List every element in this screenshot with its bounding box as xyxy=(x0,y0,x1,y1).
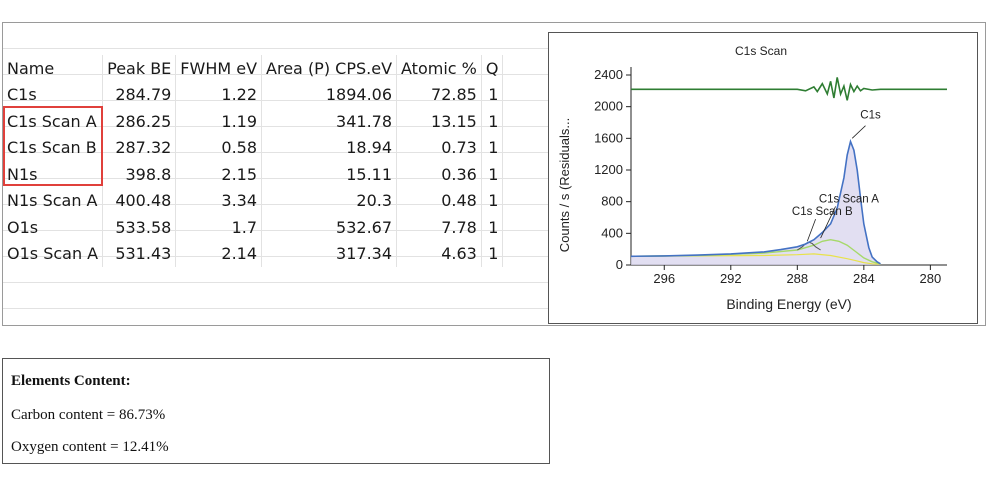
x-tick-label: 296 xyxy=(653,271,675,286)
y-tick-label: 400 xyxy=(601,225,623,240)
col-header-fwhm[interactable]: FWHM eV xyxy=(175,55,263,82)
chart-title: C1s Scan xyxy=(735,44,787,58)
chart-ylabel: Counts / s (Residuals... xyxy=(557,118,572,252)
chart-plot-area: 0 400 800 1200 1600 2000 2400 296 292 288 284 280 C1… xyxy=(594,67,947,286)
y-tick-label: 800 xyxy=(601,194,623,209)
x-tick-label: 288 xyxy=(786,271,808,286)
x-tick-label: 284 xyxy=(853,271,875,286)
cell-q[interactable]: 1 xyxy=(481,81,504,108)
cell-atomic-percent[interactable]: 0.36 xyxy=(396,161,482,188)
cell-atomic-percent[interactable]: 4.63 xyxy=(396,240,482,267)
cell-fwhm[interactable]: 1.19 xyxy=(175,108,263,135)
cell-q[interactable]: 1 xyxy=(481,134,504,161)
cell-q[interactable]: 1 xyxy=(481,108,504,135)
col-header-atomic-percent[interactable]: Atomic % xyxy=(396,55,482,82)
cell-name[interactable]: O1s Scan A xyxy=(3,240,104,267)
cell-name[interactable]: C1s xyxy=(3,81,104,108)
cell-peak-be[interactable]: 533.58 xyxy=(102,214,177,241)
table-row[interactable]: O1s Scan A 531.43 2.14 317.34 4.63 1 xyxy=(3,240,504,267)
table-header-row: Name Peak BE FWHM eV Area (P) CPS.eV Ato… xyxy=(3,55,504,82)
oxygen-content: Oxygen content = 12.41% xyxy=(11,439,169,455)
cell-atomic-percent[interactable]: 7.78 xyxy=(396,214,482,241)
cell-name[interactable]: C1s Scan B xyxy=(3,134,104,161)
cell-name[interactable]: N1s Scan A xyxy=(3,187,104,214)
cell-q[interactable]: 1 xyxy=(481,161,504,188)
chart-xlabel: Binding Energy (eV) xyxy=(726,296,851,312)
cell-peak-be[interactable]: 531.43 xyxy=(102,240,177,267)
carbon-content: Carbon content = 86.73% xyxy=(11,407,166,423)
annotation-c1s-scan-b-leader xyxy=(806,218,816,242)
cell-atomic-percent[interactable]: 72.85 xyxy=(396,81,482,108)
cell-fwhm[interactable]: 2.15 xyxy=(175,161,263,188)
cell-atomic-percent[interactable]: 0.73 xyxy=(396,134,482,161)
col-header-name[interactable]: Name xyxy=(3,55,104,82)
cell-fwhm[interactable]: 0.58 xyxy=(175,134,263,161)
y-tick-label: 2400 xyxy=(594,67,623,82)
cell-area[interactable]: 341.78 xyxy=(261,108,398,135)
col-header-q[interactable]: Q xyxy=(481,55,504,82)
cell-area[interactable]: 532.67 xyxy=(261,214,398,241)
elements-content-box: Elements Content: Carbon content = 86.73… xyxy=(2,358,550,464)
envelope-fill xyxy=(631,141,881,265)
cell-fwhm[interactable]: 2.14 xyxy=(175,240,263,267)
cell-fwhm[interactable]: 1.7 xyxy=(175,214,263,241)
col-header-peak-be[interactable]: Peak BE xyxy=(102,55,177,82)
annotation-c1s-scan-a: C1s Scan A xyxy=(819,193,879,205)
table-row[interactable]: C1s 284.79 1.22 1894.06 72.85 1 xyxy=(3,81,504,108)
annotation-c1s-leader xyxy=(851,125,866,139)
cell-peak-be[interactable]: 287.32 xyxy=(102,134,177,161)
cell-area[interactable]: 18.94 xyxy=(261,134,398,161)
y-tick-label: 2000 xyxy=(594,99,623,114)
y-tick-label: 1200 xyxy=(594,162,623,177)
cell-area[interactable]: 317.34 xyxy=(261,240,398,267)
annotation-c1s-scan-b: C1s Scan B xyxy=(792,206,853,218)
cell-q[interactable]: 1 xyxy=(481,187,504,214)
cell-atomic-percent[interactable]: 0.48 xyxy=(396,187,482,214)
cell-peak-be[interactable]: 286.25 xyxy=(102,108,177,135)
series-background-line xyxy=(630,253,881,265)
cell-fwhm[interactable]: 1.22 xyxy=(175,81,263,108)
cell-fwhm[interactable]: 3.34 xyxy=(175,187,263,214)
table-row[interactable]: C1s Scan A 286.25 1.19 341.78 13.15 1 xyxy=(3,108,504,135)
series-c1s-scan-a-line xyxy=(630,238,881,265)
series-c1s-envelope-line xyxy=(630,138,881,265)
elements-content-title: Elements Content: xyxy=(11,373,131,389)
cell-atomic-percent[interactable]: 13.15 xyxy=(396,108,482,135)
x-tick-label: 292 xyxy=(720,271,742,286)
peak-table: Name Peak BE FWHM eV Area (P) CPS.eV Ato… xyxy=(3,55,504,267)
col-header-area[interactable]: Area (P) CPS.eV xyxy=(261,55,398,82)
cell-area[interactable]: 15.11 xyxy=(261,161,398,188)
y-tick-label: 0 xyxy=(616,257,623,272)
annotation-c1s: C1s xyxy=(860,110,881,122)
cell-area[interactable]: 1894.06 xyxy=(261,81,398,108)
cell-area[interactable]: 20.3 xyxy=(261,187,398,214)
cell-name[interactable]: O1s xyxy=(3,214,104,241)
cell-q[interactable]: 1 xyxy=(481,240,504,267)
cell-peak-be[interactable]: 398.8 xyxy=(102,161,177,188)
table-row[interactable]: C1s Scan B 287.32 0.58 18.94 0.73 1 xyxy=(3,134,504,161)
chart-svg: C1s Scan Counts / s (Residuals... Bindin… xyxy=(557,44,947,312)
cell-peak-be[interactable]: 400.48 xyxy=(102,187,177,214)
y-tick-label: 1600 xyxy=(594,130,623,145)
series-residual-line xyxy=(631,77,947,101)
table-row[interactable]: N1s Scan A 400.48 3.34 20.3 0.48 1 xyxy=(3,187,504,214)
annotation-c1s-scan-a-leader xyxy=(820,206,836,239)
cell-name[interactable]: N1s xyxy=(3,161,104,188)
table-row[interactable]: N1s 398.8 2.15 15.11 0.36 1 xyxy=(3,161,504,188)
xps-chart[interactable]: C1s Scan Counts / s (Residuals... Bindin… xyxy=(548,32,978,324)
cell-q[interactable]: 1 xyxy=(481,214,504,241)
table-row[interactable]: O1s 533.58 1.7 532.67 7.78 1 xyxy=(3,214,504,241)
cell-name[interactable]: C1s Scan A xyxy=(3,108,104,135)
x-tick-label: 280 xyxy=(920,271,942,286)
cell-peak-be[interactable]: 284.79 xyxy=(102,81,177,108)
